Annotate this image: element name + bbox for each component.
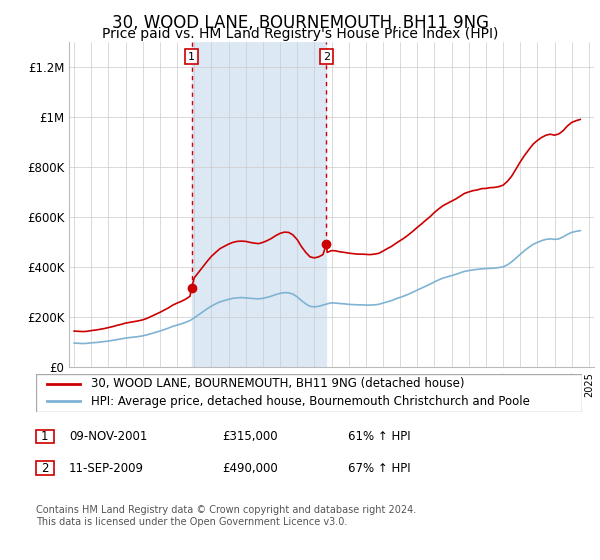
Text: 67% ↑ HPI: 67% ↑ HPI bbox=[348, 461, 410, 475]
Text: 2: 2 bbox=[41, 461, 49, 475]
Text: Contains HM Land Registry data © Crown copyright and database right 2024.
This d: Contains HM Land Registry data © Crown c… bbox=[36, 505, 416, 527]
Bar bbox=[36, 461, 53, 475]
Text: 1: 1 bbox=[188, 52, 195, 62]
Text: 2: 2 bbox=[323, 52, 330, 62]
Text: £315,000: £315,000 bbox=[222, 430, 278, 443]
Text: 30, WOOD LANE, BOURNEMOUTH, BH11 9NG: 30, WOOD LANE, BOURNEMOUTH, BH11 9NG bbox=[112, 14, 488, 32]
Bar bbox=[191, 42, 326, 367]
Text: HPI: Average price, detached house, Bournemouth Christchurch and Poole: HPI: Average price, detached house, Bour… bbox=[91, 395, 529, 408]
Text: 30, WOOD LANE, BOURNEMOUTH, BH11 9NG (detached house): 30, WOOD LANE, BOURNEMOUTH, BH11 9NG (de… bbox=[91, 377, 464, 390]
Text: 11-SEP-2009: 11-SEP-2009 bbox=[69, 461, 144, 475]
Text: 1: 1 bbox=[41, 430, 49, 443]
Text: 61% ↑ HPI: 61% ↑ HPI bbox=[348, 430, 410, 443]
Text: 09-NOV-2001: 09-NOV-2001 bbox=[69, 430, 148, 443]
Text: £490,000: £490,000 bbox=[222, 461, 278, 475]
Bar bbox=[36, 430, 53, 443]
Text: Price paid vs. HM Land Registry's House Price Index (HPI): Price paid vs. HM Land Registry's House … bbox=[102, 27, 498, 41]
